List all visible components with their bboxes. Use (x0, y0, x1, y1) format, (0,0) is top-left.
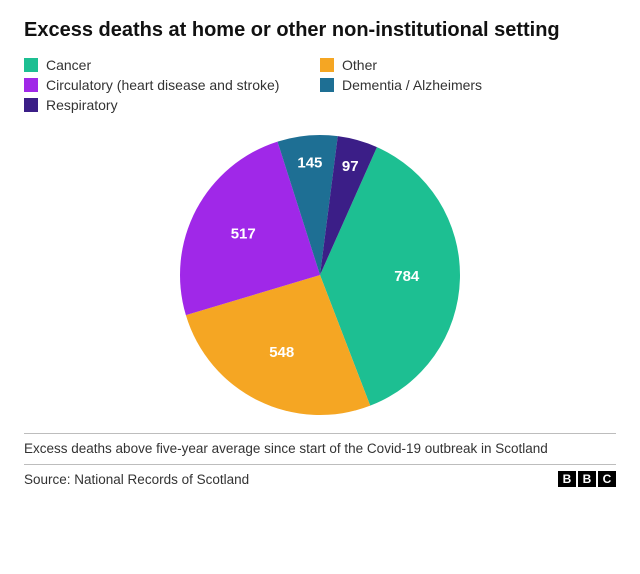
legend-item-other: Other (320, 57, 616, 73)
chart-title: Excess deaths at home or other non-insti… (24, 18, 616, 43)
legend-label: Cancer (46, 57, 91, 73)
legend-swatch (24, 78, 38, 92)
pie-label-respiratory: 97 (342, 158, 359, 175)
chart-subtitle: Excess deaths above five-year average si… (24, 440, 616, 458)
pie-label-circulatory: 517 (231, 225, 256, 242)
legend-item-respiratory: Respiratory (24, 97, 320, 113)
legend-label: Circulatory (heart disease and stroke) (46, 77, 279, 93)
source-text: Source: National Records of Scotland (24, 472, 249, 487)
legend-swatch (24, 58, 38, 72)
pie-label-cancer: 784 (394, 268, 420, 285)
legend-label: Other (342, 57, 377, 73)
pie-label-dementia: 145 (297, 154, 322, 171)
legend-label: Dementia / Alzheimers (342, 77, 482, 93)
legend-item-cancer: Cancer (24, 57, 320, 73)
legend-item-dementia: Dementia / Alzheimers (320, 77, 616, 93)
legend-item-circulatory: Circulatory (heart disease and stroke) (24, 77, 320, 93)
bbc-block: C (598, 471, 616, 487)
legend: Cancer Other Circulatory (heart disease an… (24, 57, 616, 117)
legend-swatch (320, 78, 334, 92)
bbc-logo: BBC (558, 471, 616, 487)
legend-label: Respiratory (46, 97, 118, 113)
bbc-block: B (558, 471, 576, 487)
pie-label-other: 548 (269, 344, 294, 361)
legend-swatch (24, 98, 38, 112)
bbc-block: B (578, 471, 596, 487)
legend-swatch (320, 58, 334, 72)
pie-chart: 784 548 517 145 97 (24, 125, 616, 425)
